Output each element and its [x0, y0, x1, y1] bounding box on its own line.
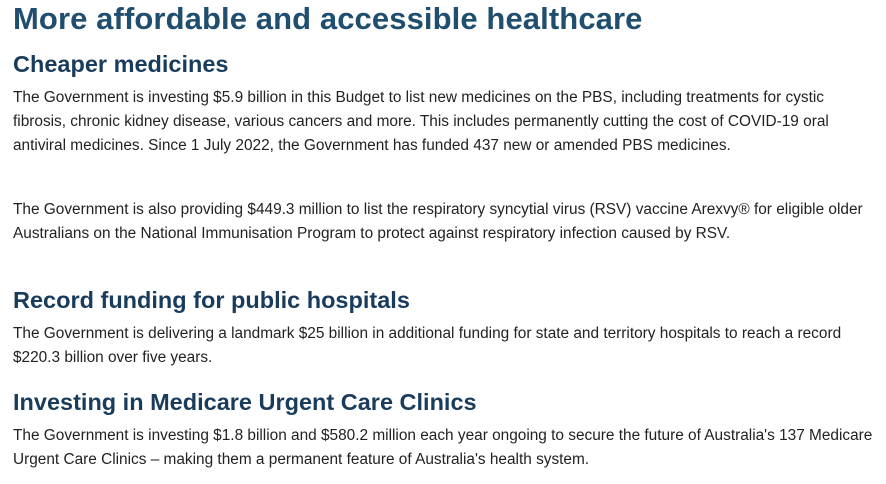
- paragraph-cheaper-medicines-rsv: The Government is also providing $449.3 …: [13, 201, 863, 242]
- section-heading-cheaper-medicines: Cheaper medicines: [13, 51, 229, 77]
- paragraph-public-hospitals: The Government is delivering a landmark …: [13, 325, 842, 366]
- paragraph-urgent-care: The Government is investing $1.8 billion…: [13, 427, 873, 468]
- page-title: More affordable and accessible healthcar…: [13, 1, 643, 36]
- paragraph-cheaper-medicines-pbs: The Government is investing $5.9 billion…: [13, 89, 829, 154]
- section-heading-urgent-care: Investing in Medicare Urgent Care Clinic…: [13, 389, 477, 415]
- section-heading-public-hospitals: Record funding for public hospitals: [13, 287, 410, 313]
